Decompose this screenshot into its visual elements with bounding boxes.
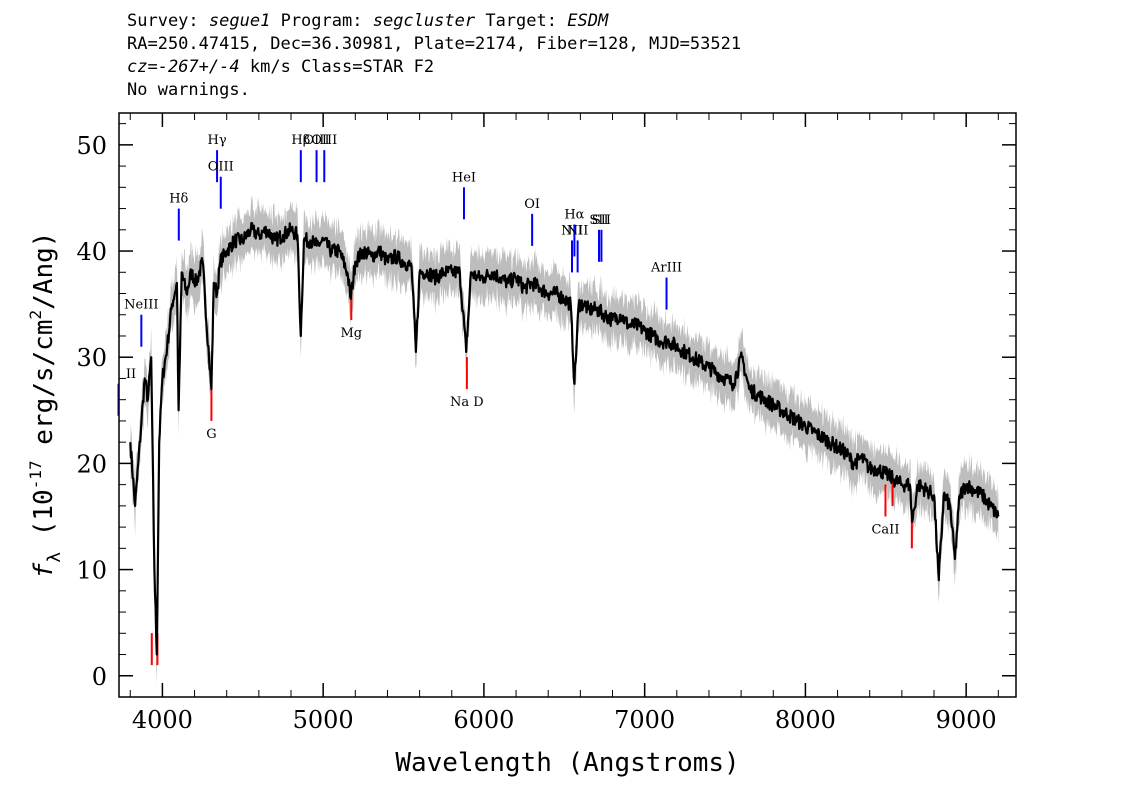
x-tick-label: 5000 [293,706,354,734]
emission-line-label: OIII [311,133,337,148]
error-band [130,195,999,684]
flux-line [129,221,1000,656]
line-marker-layer: NeIIIIIHδHγOIIIHβOIIIOIIIHeIOINIIHαNIISI… [117,133,913,666]
spectrum-header: Survey: segue1 Program: segcluster Targe… [127,10,1027,102]
emission-line-label: Hδ [169,192,188,207]
header-line-2: RA=250.47415, Dec=36.30981, Plate=2174, … [127,34,742,54]
emission-line-label: NII [567,223,589,238]
target-label: Target: [485,11,557,31]
emission-line-label: OIII [208,160,234,175]
program-label: Program: [280,11,363,31]
target-value: ESDM [567,11,609,31]
x-tick-label: 7000 [614,706,675,734]
emission-line-label: OIII [304,133,330,148]
y-tick-label: 20 [76,450,107,478]
y-axis-title-part: (10 [29,489,59,552]
program-value: segcluster [372,11,476,31]
emission-line-label: HeI [452,170,476,185]
y-tick-label: 40 [76,238,107,266]
y-tick-label: 10 [76,557,107,585]
emission-line-label: Hβ [291,133,310,148]
absorption-line-label: CaII [871,522,899,537]
absorption-line-label: Mg [340,326,362,341]
x-axis-title: Wavelength (Angstroms) [395,748,739,778]
tick-layer: 4000 5000 6000 7000 8000 9000 0 10 20 30 40 50 [76,113,1016,734]
plot-frame [118,112,1017,698]
y-axis-title-part: -17 [26,460,45,489]
emission-line-label: II [126,367,136,382]
emission-line-label: NeIII [124,298,158,313]
y-axis-title-part: /Ang) [29,232,59,310]
cz-suffix: km/s Class=STAR F2 [249,57,435,77]
x-tick-label: 8000 [775,706,836,734]
warnings-line: No warnings. [127,80,250,100]
emission-line-label: ArIII [650,261,682,276]
y-tick-label: 50 [76,132,107,160]
y-axis-title-part: 2 [26,310,45,320]
emission-line-label: SII [589,213,608,228]
cz-label: cz= [127,57,158,77]
x-tick-label: 4000 [132,706,193,734]
absorption-line-label: Na D [450,395,484,410]
emission-line-label: SII [592,213,611,228]
absorption-line-label: G [206,427,216,442]
y-axis-title-part: erg/s/cm [29,320,59,461]
header-line-1: Survey: segue1 Program: segcluster Targe… [127,10,1027,33]
y-tick-label: 30 [76,344,107,372]
flux-layer [129,221,1000,656]
y-axis-title-part: f [29,562,59,578]
cz-value: -267+/-4 [157,57,240,77]
emission-line-label: Hα [564,207,584,222]
survey-value: segue1 [208,11,271,31]
x-tick-label: 9000 [936,706,997,734]
error-band-layer [130,195,999,684]
header-line-3: cz=-267+/-4 km/s Class=STAR F2 [127,56,1027,79]
emission-line-label: NII [561,223,583,238]
y-axis-title: fλ (10-17 erg/s/cm2/Ang) [26,232,65,579]
emission-line-label: Hγ [208,133,227,148]
x-tick-label: 6000 [453,706,514,734]
y-axis-title-part: λ [44,552,65,563]
emission-line-label: OI [524,197,540,212]
y-tick-label: 0 [92,663,107,691]
survey-label: Survey: [127,11,199,31]
